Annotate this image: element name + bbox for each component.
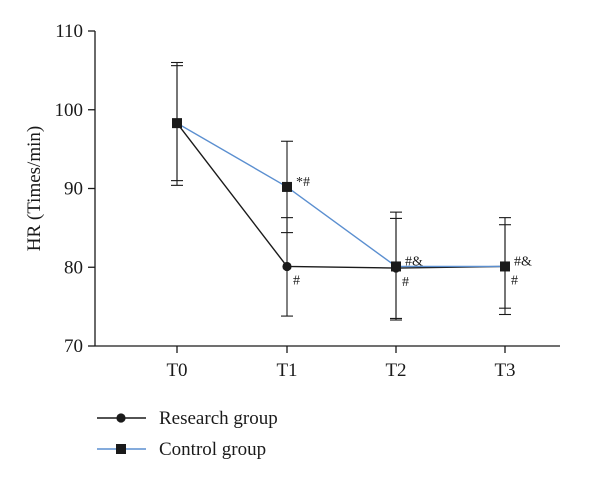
series-control-group: *# #& #& — [171, 61, 532, 321]
significance-annotation: #& — [514, 254, 532, 269]
data-point — [282, 181, 292, 192]
legend-item: Research group — [97, 408, 278, 429]
legend-label: Research group — [159, 408, 278, 429]
significance-annotation: # — [293, 273, 300, 288]
significance-annotation: *# — [296, 175, 310, 190]
series-research-group: # # # — [171, 65, 518, 319]
significance-annotation: # — [511, 273, 518, 288]
y-tick-label: 70 — [64, 336, 83, 357]
y-axis: 70 80 90 100 110 — [55, 21, 96, 357]
series-layer: # # # *# #& #& — [171, 61, 532, 321]
data-point — [500, 261, 510, 272]
x-tick-label: T1 — [276, 360, 297, 381]
significance-annotation: #& — [405, 254, 423, 269]
series-line — [176, 122, 505, 268]
legend-marker — [116, 413, 126, 423]
legend: Research group Control group — [97, 408, 278, 460]
significance-annotation: # — [402, 275, 409, 290]
y-axis-title: HR (Times/min) — [24, 126, 45, 251]
data-point — [172, 118, 182, 129]
x-tick-label: T3 — [494, 360, 515, 381]
legend-label: Control group — [159, 439, 266, 460]
data-point — [282, 261, 292, 272]
x-tick-label: T2 — [385, 360, 406, 381]
data-point — [391, 261, 401, 272]
legend-marker — [116, 444, 126, 454]
y-tick-label: 110 — [55, 21, 83, 42]
y-tick-label: 100 — [55, 100, 84, 121]
legend-item: Control group — [97, 439, 266, 460]
y-tick-label: 90 — [64, 179, 83, 200]
y-tick-label: 80 — [64, 257, 83, 278]
x-tick-label: T0 — [166, 360, 187, 381]
x-axis: T0 T1 T2 T3 — [95, 345, 560, 381]
series-line — [176, 122, 506, 269]
